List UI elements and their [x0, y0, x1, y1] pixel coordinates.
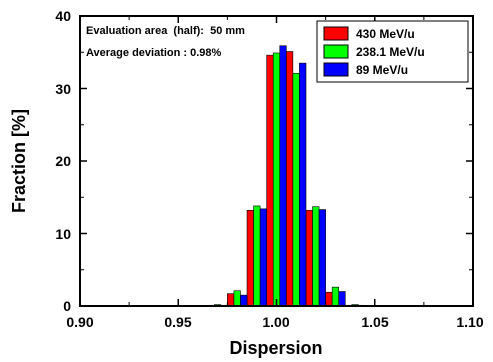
bar	[240, 294, 248, 307]
x-tick-label: 1.10	[456, 314, 483, 330]
bar	[331, 286, 340, 307]
legend-swatch-430	[323, 26, 349, 41]
x-tick-label: 0.95	[164, 314, 191, 330]
y-tick-label: 40	[55, 8, 71, 24]
bar	[312, 206, 320, 307]
legend: 430 MeV/u 238.1 MeV/u 89 MeV/u	[316, 20, 469, 83]
legend-label-430: 430 MeV/u	[356, 27, 415, 41]
bars-layer	[187, 45, 385, 307]
x-axis-title: Dispersion	[229, 338, 322, 358]
y-tick-label: 20	[55, 153, 71, 169]
legend-label-89: 89 MeV/u	[356, 63, 408, 77]
annotation-evaluation-area: Evaluation area (half): 50 mm	[86, 25, 245, 37]
y-tick-label: 0	[63, 298, 71, 314]
bar	[233, 290, 241, 307]
bar	[272, 52, 281, 307]
bar	[246, 210, 254, 307]
bar	[279, 45, 287, 307]
bar	[286, 51, 294, 307]
x-tick-label: 1.00	[262, 314, 289, 330]
legend-swatch-89	[323, 62, 349, 77]
bar	[253, 205, 261, 307]
bar	[266, 54, 274, 307]
legend-swatch-238	[323, 44, 349, 59]
bar	[259, 208, 267, 307]
bar	[325, 291, 333, 307]
x-tick-label: 0.90	[66, 314, 93, 330]
y-tick-label: 10	[55, 226, 71, 242]
x-tick-label: 1.05	[361, 314, 388, 330]
bar	[299, 62, 307, 307]
legend-label-238: 238.1 MeV/u	[356, 45, 425, 59]
annotation-average-deviation: Average deviation : 0.98%	[86, 47, 222, 59]
y-axis-title: Fraction [%]	[9, 109, 29, 213]
bar	[305, 210, 313, 307]
bar	[318, 209, 326, 307]
bar	[292, 72, 300, 307]
y-tick-label: 30	[55, 81, 71, 97]
bar	[338, 291, 346, 307]
bar	[227, 293, 235, 307]
ticks-layer	[79, 15, 474, 307]
